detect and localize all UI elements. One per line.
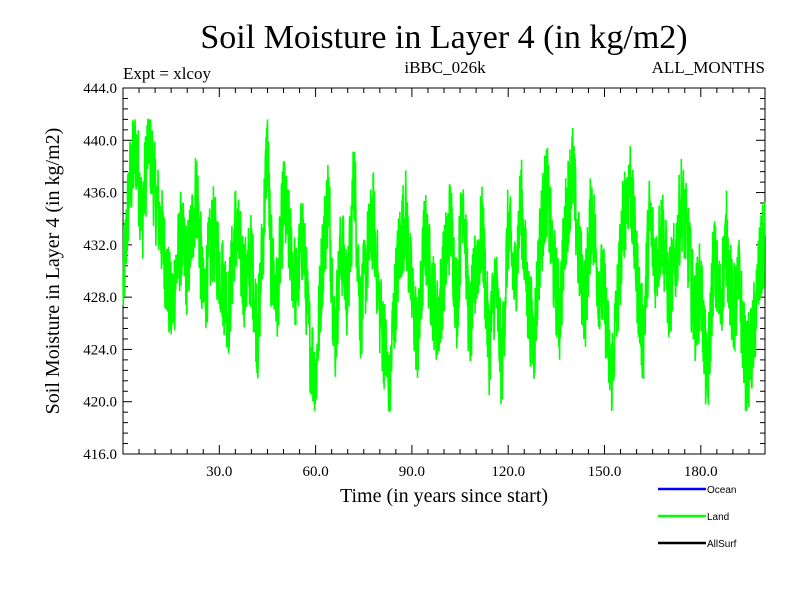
legend-label-ocean: Ocean (707, 485, 736, 496)
legend: Ocean Land AllSurf (658, 485, 737, 550)
legend-label-land: Land (707, 512, 729, 523)
y-tick-label: 424.0 (83, 342, 117, 358)
x-axis-title: Time (in years since start) (340, 485, 548, 507)
x-tick-label: 60.0 (302, 464, 328, 480)
x-tick-label: 180.0 (684, 464, 718, 480)
legend-label-allsurf: AllSurf (707, 539, 737, 550)
experiment-label: Expt = xlcoy (123, 64, 211, 83)
y-tick-label: 440.0 (83, 133, 117, 149)
run-id-label: iBBC_026k (404, 58, 486, 77)
months-label: ALL_MONTHS (652, 58, 765, 77)
y-tick-label: 436.0 (83, 186, 117, 202)
series-layer (122, 118, 766, 412)
y-axis-title: Soil Moisture in Layer 4 (in kg/m2) (42, 128, 64, 415)
series-line-land (122, 118, 766, 412)
chart-title: Soil Moisture in Layer 4 (in kg/m2) (200, 19, 687, 56)
x-tick-label: 90.0 (399, 464, 425, 480)
x-axis: 30.0 60.0 90.0 120.0 150.0 180.0 (122, 88, 766, 480)
y-tick-label: 444.0 (83, 81, 117, 97)
y-tick-label: 432.0 (83, 238, 117, 254)
x-tick-label: 120.0 (491, 464, 525, 480)
y-tick-label: 428.0 (83, 290, 117, 306)
y-tick-label: 420.0 (83, 395, 117, 411)
x-tick-label: 150.0 (588, 464, 622, 480)
plot-area: 30.0 60.0 90.0 120.0 150.0 180.0 416.0 420.0 42… (83, 81, 766, 480)
y-tick-label: 416.0 (83, 447, 117, 463)
x-tick-label: 30.0 (206, 464, 232, 480)
